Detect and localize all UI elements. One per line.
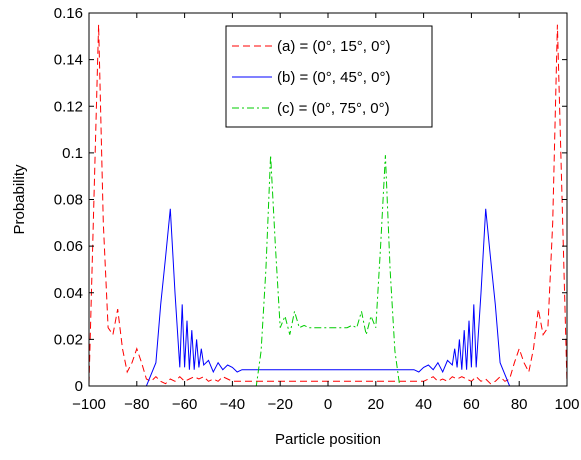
x-tick-label: −80 — [124, 396, 149, 413]
x-tick-label: −100 — [72, 396, 106, 413]
y-tick-label: 0.1 — [62, 145, 83, 162]
x-tick-label: 60 — [463, 396, 480, 413]
x-tick-label: 40 — [415, 396, 432, 413]
y-tick-label: 0.14 — [54, 52, 83, 69]
x-tick-label: 0 — [324, 396, 332, 413]
x-axis-title: Particle position — [275, 431, 381, 448]
legend-label-2: (c) = (0°, 75°, 0°) — [277, 100, 390, 117]
x-tick-label: 80 — [511, 396, 528, 413]
x-tick-label: −20 — [267, 396, 292, 413]
ticks-layer: −100 −80 −60 −40 −20 0 20 40 60 80 100 0 0.02 0.04 0.0… — [54, 5, 580, 413]
x-tick-label: −60 — [172, 396, 197, 413]
series-line-2 — [89, 155, 567, 387]
y-axis-title: Probability — [11, 164, 28, 235]
x-tick-label: −40 — [220, 396, 245, 413]
legend: (a) = (0°, 15°, 0°) (b) = (0°, 45°, 0°) (c… — [225, 25, 433, 128]
y-tick-label: 0 — [75, 378, 83, 395]
legend-label-0: (a) = (0°, 15°, 0°) — [277, 38, 390, 55]
y-tick-label: 0.08 — [54, 192, 83, 209]
y-tick-label: 0.04 — [54, 285, 83, 302]
y-tick-label: 0.06 — [54, 238, 83, 255]
legend-label-1: (b) = (0°, 45°, 0°) — [277, 69, 390, 86]
series-line-1 — [89, 208, 567, 387]
y-tick-label: 0.16 — [54, 5, 83, 22]
x-tick-label: 100 — [554, 396, 579, 413]
y-tick-label: 0.02 — [54, 331, 83, 348]
x-tick-label: 20 — [367, 396, 384, 413]
y-tick-label: 0.12 — [54, 98, 83, 115]
